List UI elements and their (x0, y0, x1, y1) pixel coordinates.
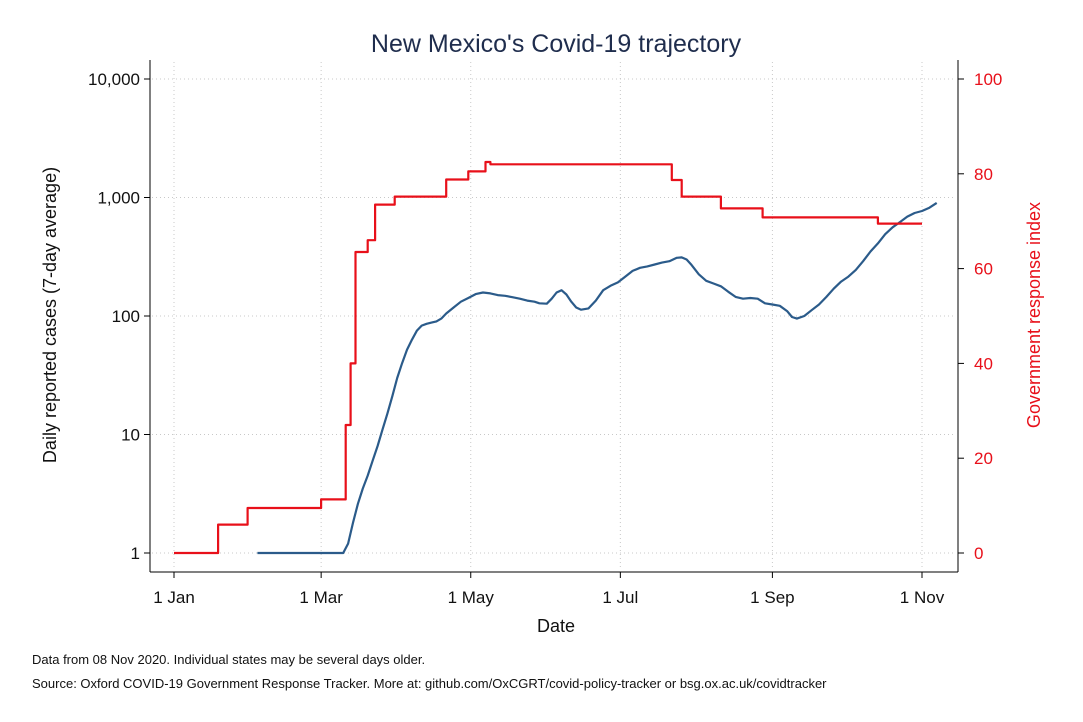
y-axis-right-label: Government response index (1024, 202, 1044, 428)
y-left-tick-label: 1,000 (97, 189, 140, 208)
y-right-tick-label: 80 (974, 165, 993, 184)
y-left-tick-label: 10,000 (88, 70, 140, 89)
data-date-note: Data from 08 Nov 2020. Individual states… (32, 652, 426, 667)
y-left-tick-label: 100 (112, 307, 140, 326)
y-left-tick-label: 10 (121, 426, 140, 445)
x-tick-label: 1 Sep (750, 588, 794, 607)
x-axis-label: Date (537, 616, 575, 636)
series (174, 160, 938, 555)
x-tick-label: 1 Jan (153, 588, 195, 607)
ticks: 1 10 100 1,000 10,000 0 20 40 60 80 100 1 Jan 1 Mar 1… (88, 70, 1002, 607)
y-right-tick-label: 60 (974, 260, 993, 279)
y-axis-left-label: Daily reported cases (7-day average) (40, 167, 60, 463)
y-right-tick-label: 0 (974, 544, 983, 563)
y-right-tick-label: 20 (974, 449, 993, 468)
y-left-tick-label: 1 (131, 544, 140, 563)
source-note: Source: Oxford COVID-19 Government Respo… (32, 676, 827, 691)
y-right-tick-label: 40 (974, 354, 993, 373)
y-right-tick-label: 100 (974, 70, 1002, 89)
cases-series-line (257, 201, 938, 555)
response-index-series-line (174, 160, 922, 555)
x-tick-label: 1 Mar (299, 588, 343, 607)
x-tick-label: 1 May (448, 588, 495, 607)
x-tick-label: 1 Nov (900, 588, 945, 607)
grid (152, 62, 956, 570)
x-tick-label: 1 Jul (602, 588, 638, 607)
chart-title: New Mexico's Covid-19 trajectory (371, 30, 742, 58)
